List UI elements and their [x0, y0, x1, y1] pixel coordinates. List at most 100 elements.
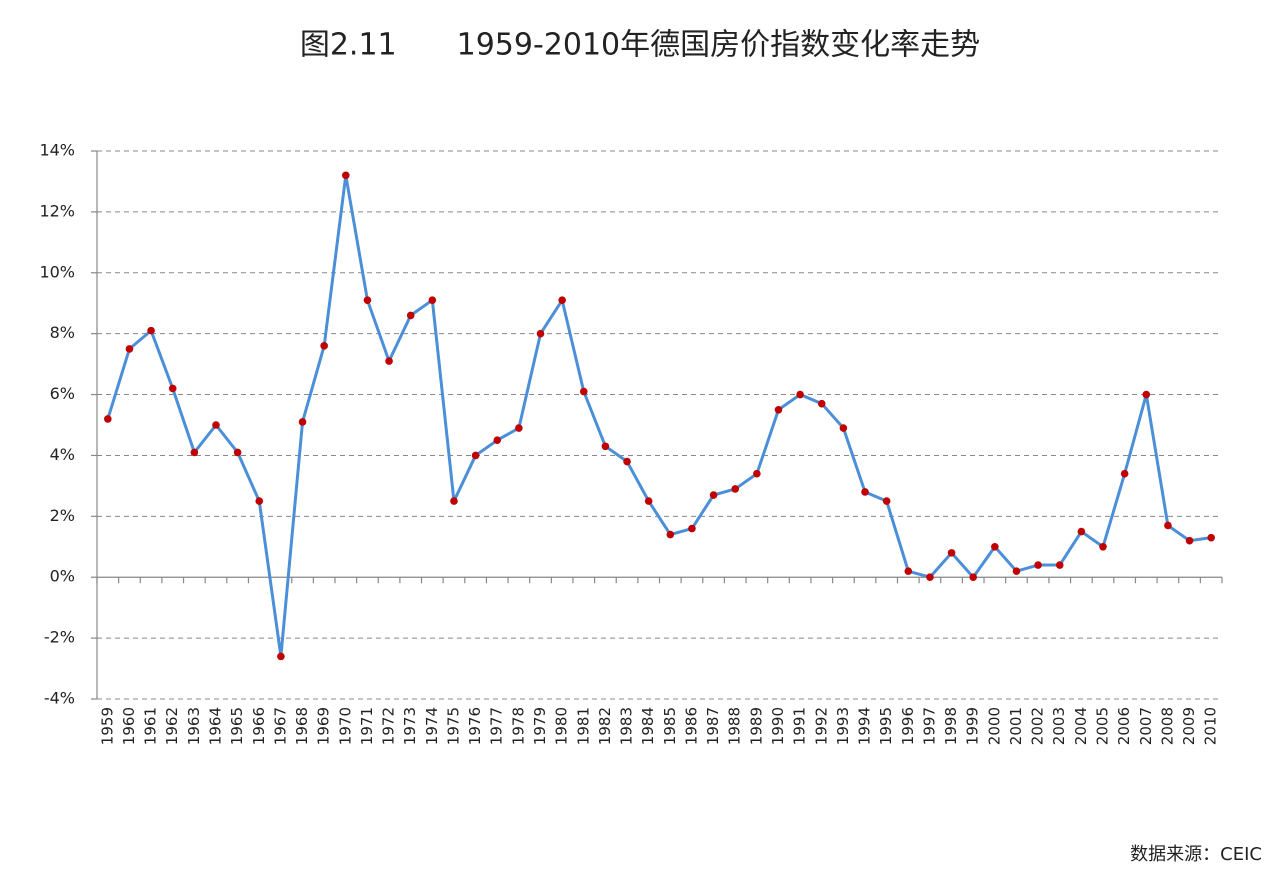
- x-tick-label: 1971: [358, 707, 376, 745]
- data-point: [428, 296, 437, 304]
- data-point: [969, 573, 978, 582]
- data-point: [493, 436, 502, 445]
- data-point: [363, 296, 372, 304]
- x-tick-label: 2006: [1115, 707, 1133, 745]
- data-point: [796, 390, 804, 399]
- data-point: [688, 524, 696, 533]
- data-point: [904, 567, 913, 575]
- data-point: [601, 442, 610, 451]
- x-tick-label: 1986: [682, 707, 700, 745]
- data-point: [839, 424, 848, 432]
- x-tick-label: 1976: [466, 707, 484, 745]
- x-tick-label: 1969: [315, 707, 333, 745]
- data-point: [471, 451, 480, 460]
- data-point: [947, 549, 956, 557]
- data-point: [731, 485, 740, 493]
- x-tick-label: 2009: [1180, 707, 1198, 745]
- data-point: [277, 652, 285, 661]
- data-point: [147, 326, 155, 335]
- data-point: [168, 384, 177, 393]
- y-tick-label: 4%: [50, 445, 75, 464]
- x-tick-label: 1960: [120, 707, 138, 745]
- x-tick-label: 1993: [834, 707, 852, 745]
- data-point: [753, 469, 761, 478]
- x-tick-label: 1992: [812, 707, 830, 745]
- data-point: [817, 399, 826, 408]
- data-point: [385, 357, 393, 365]
- x-tick-label: 1972: [380, 707, 398, 745]
- x-tick-label: 1994: [856, 707, 874, 745]
- x-tick-label: 1959: [98, 707, 116, 745]
- data-point: [536, 329, 545, 338]
- data-point: [926, 573, 934, 582]
- chart-title: 图2.11 1959-2010年德国房价指数变化率走势: [300, 28, 980, 63]
- x-tick-label: 2010: [1202, 707, 1220, 745]
- x-tick-label: 1966: [250, 707, 268, 745]
- data-point: [1055, 561, 1064, 569]
- data-point: [255, 497, 264, 505]
- data-point: [1120, 469, 1129, 478]
- y-tick-label: 8%: [50, 323, 75, 342]
- data-point: [579, 387, 588, 396]
- data-point: [882, 497, 891, 505]
- x-tick-label: 1974: [423, 707, 441, 745]
- x-tick-label: 1997: [920, 707, 938, 745]
- x-tick-label: 1991: [791, 707, 809, 745]
- x-tick-label: 1999: [964, 707, 982, 745]
- x-tick-label: 1970: [336, 707, 354, 745]
- source-note: 数据来源：CEIC: [1130, 844, 1262, 865]
- y-tick-label: -2%: [44, 628, 75, 647]
- x-tick-label: 1987: [704, 707, 722, 745]
- y-tick-label: 12%: [39, 201, 75, 220]
- y-tick-label: -4%: [44, 689, 75, 708]
- data-point: [861, 488, 869, 496]
- data-point: [450, 497, 458, 505]
- data-point: [991, 542, 999, 551]
- x-tick-label: 1984: [639, 707, 657, 745]
- x-tick-label: 1961: [142, 707, 160, 745]
- x-tick-label: 1967: [271, 707, 289, 745]
- y-tick-label: 6%: [50, 384, 75, 403]
- data-point: [623, 457, 631, 466]
- data-point: [1034, 561, 1042, 569]
- x-tick-label: 1978: [509, 707, 527, 745]
- x-tick-label: 2007: [1137, 707, 1155, 745]
- x-tick-label: 2004: [1072, 707, 1090, 745]
- x-tick-label: 2000: [985, 707, 1003, 745]
- x-tick-label: 2002: [1029, 707, 1047, 745]
- x-tick-label: 1985: [661, 707, 679, 745]
- data-line: [106, 173, 1212, 658]
- x-tick-label: 1973: [401, 707, 419, 745]
- x-tick-label: 1968: [293, 707, 311, 745]
- y-tick-label: 14%: [39, 141, 75, 160]
- y-tick-label: 2%: [50, 506, 75, 525]
- data-point: [125, 345, 134, 353]
- x-tick-label: 2008: [1158, 707, 1176, 745]
- x-tick-label: 1983: [618, 707, 636, 745]
- data-point: [190, 448, 199, 457]
- x-tick-label: 1988: [726, 707, 744, 745]
- data-point: [666, 530, 675, 539]
- x-tick-label: 1977: [488, 707, 506, 745]
- data-point: [1012, 567, 1021, 575]
- x-tick-label: 2001: [1007, 707, 1025, 745]
- data-point: [1142, 390, 1151, 399]
- data-point: [212, 421, 220, 429]
- data-point: [298, 418, 307, 426]
- x-tick-label: 1965: [228, 707, 246, 745]
- data-point: [1185, 536, 1194, 545]
- data-point: [709, 491, 718, 499]
- data-point: [233, 448, 242, 457]
- y-tick-label: 10%: [39, 262, 75, 281]
- x-tick-label: 1990: [769, 707, 787, 745]
- data-point: [1099, 542, 1107, 551]
- x-tick-label: 1979: [531, 707, 549, 745]
- x-tick-label: 1995: [877, 707, 895, 745]
- data-point: [515, 424, 523, 432]
- x-tick-label: 1981: [574, 707, 592, 745]
- x-tick-label: 2005: [1094, 707, 1112, 745]
- x-tick-label: 1980: [553, 707, 571, 745]
- data-point: [341, 171, 350, 180]
- x-tick-label: 1998: [942, 707, 960, 745]
